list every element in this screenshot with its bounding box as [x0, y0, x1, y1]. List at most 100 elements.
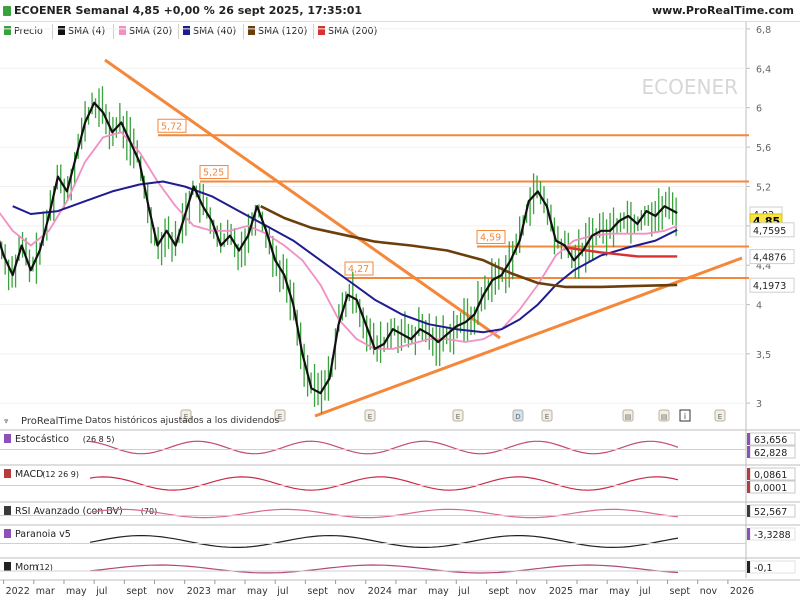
- indicator-value: 0,0861: [754, 470, 787, 481]
- legend-separator: [243, 24, 244, 39]
- x-tick-label: jul: [457, 586, 469, 597]
- x-tick-label: jul: [638, 586, 650, 597]
- uptrend-line[interactable]: [314, 256, 743, 418]
- x-tick-label: may: [428, 586, 449, 597]
- event-marker-icon[interactable]: [622, 409, 634, 422]
- indicator-panel[interactable]: Estocástico (26 8 5) 63,656 62,828: [0, 429, 800, 459]
- x-tick-label: nov: [157, 586, 175, 597]
- indicator-value-marker: [747, 433, 750, 445]
- level-label-box: [344, 261, 374, 276]
- indicator-value-marker: [747, 561, 750, 573]
- event-marker-icon[interactable]: [714, 409, 726, 422]
- sma20-line: [0, 131, 678, 350]
- y-tick-label: 4,4: [756, 261, 771, 272]
- sma4-swatch-icon: [58, 26, 65, 35]
- level-label: 5,25: [203, 168, 224, 179]
- event-marker-icon[interactable]: [180, 409, 192, 422]
- x-tick-label: mar: [36, 586, 55, 597]
- price-tag-label: 4,1973: [753, 281, 786, 292]
- y-tick-label: 5,6: [756, 143, 771, 154]
- y-tick-label: 3: [756, 399, 762, 410]
- legend-item-sma4[interactable]: SMA (4): [58, 25, 105, 39]
- indicator-params: (12 26 9): [42, 470, 79, 479]
- indicator-value: -3,3288: [754, 530, 791, 541]
- legend-item-sma200[interactable]: SMA (200): [318, 25, 377, 39]
- trendlines[interactable]: [104, 58, 743, 418]
- event-marker-icon[interactable]: [541, 409, 553, 422]
- indicator-name: Estocástico: [15, 434, 69, 445]
- site-link[interactable]: www.ProRealTime.com: [651, 4, 794, 17]
- event-marker-letter: E: [184, 413, 188, 421]
- legend-item-sma20[interactable]: SMA (20): [119, 25, 172, 39]
- indicator-swatch-icon: [4, 469, 11, 478]
- info-icon-letter: i: [684, 412, 686, 421]
- indicator-legend: Precio SMA (4) SMA (20) SMA (40) SMA (12…: [0, 22, 745, 42]
- x-tick-label: 2023: [187, 586, 211, 597]
- legend-separator: [52, 24, 53, 39]
- sma4-line: [0, 101, 678, 395]
- level-label-box: [157, 118, 187, 133]
- indicator-panel[interactable]: Paranoia v5 -3,3288: [0, 524, 800, 549]
- x-tick-label: sept: [670, 586, 691, 597]
- event-marker-icon[interactable]: [452, 409, 464, 422]
- antenna-icon: ⩔: [4, 416, 9, 425]
- indicator-value-marker: [747, 446, 750, 458]
- event-marker-icon[interactable]: [364, 409, 376, 422]
- chart-title: ECOENER Semanal 4,85 +0,00 % 26 sept 202…: [14, 4, 363, 17]
- legend-item-sma40[interactable]: SMA (40): [183, 25, 236, 39]
- x-tick-label: mar: [398, 586, 417, 597]
- legend-item-price[interactable]: Precio: [4, 25, 43, 39]
- indicator-value: -0,1: [754, 563, 773, 574]
- indicator-line: [89, 508, 679, 519]
- indicator-swatch-icon: [4, 562, 11, 571]
- price-tag-label: 4,7595: [753, 226, 786, 237]
- indicator-panel[interactable]: RSI Avanzado (con BV) (70) 52,567: [0, 501, 800, 519]
- level-label-box: [199, 165, 229, 180]
- indicator-value: 63,656: [754, 435, 787, 446]
- indicator-name: RSI Avanzado (con BV): [15, 506, 123, 517]
- price-tag-box: [749, 277, 795, 293]
- x-tick-label: sept: [126, 586, 147, 597]
- event-marker-icon[interactable]: [512, 409, 524, 422]
- legend-separator: [113, 24, 114, 39]
- price-axis-ticks: 6,86,465,65,24,84,443,53: [746, 25, 771, 410]
- legend-item-sma120[interactable]: SMA (120): [248, 25, 307, 39]
- info-icon[interactable]: [679, 409, 691, 422]
- downtrend-line[interactable]: [104, 58, 501, 340]
- event-markers[interactable]: E E E E D E ▤ ▤ Ei: [180, 409, 726, 422]
- indicator-value: 62,828: [754, 448, 787, 459]
- moving-averages: [0, 101, 678, 395]
- level-label: 5,72: [161, 121, 182, 132]
- data-note: Datos históricos ajustados a los dividen…: [85, 415, 280, 426]
- x-tick-label: may: [609, 586, 630, 597]
- sma40-swatch-icon: [183, 26, 190, 35]
- x-tick-label: nov: [519, 586, 537, 597]
- grid-lines: [0, 28, 746, 404]
- x-tick-label: jul: [276, 586, 288, 597]
- indicator-panel[interactable]: MACD(12 26 9) 0,0861 0,0001: [0, 464, 800, 494]
- indicator-panels[interactable]: Estocástico (26 8 5) 63,656 62,828 MACD(12 2…: [0, 429, 800, 574]
- indicator-line: [89, 564, 679, 574]
- sma200-swatch-icon: [318, 26, 325, 35]
- y-tick-label: 5,2: [756, 182, 771, 193]
- level-label-box: [476, 230, 506, 245]
- event-marker-letter: E: [278, 413, 282, 421]
- event-marker-letter: E: [545, 413, 549, 421]
- indicator-value: 0,0001: [754, 483, 787, 494]
- indicator-name: MACD: [15, 469, 43, 480]
- level-label: 4,59: [480, 233, 501, 244]
- x-tick-label: 2025: [549, 586, 573, 597]
- y-tick-label: 4: [756, 301, 762, 312]
- event-marker-icon[interactable]: [658, 409, 670, 422]
- support-resistance-levels[interactable]: 5,72 5,25 4,59 4,27: [157, 118, 749, 280]
- x-tick-label: mar: [579, 586, 598, 597]
- indicator-panel[interactable]: Mom(12) -0,1: [0, 557, 800, 574]
- x-tick-label: 2022: [6, 586, 30, 597]
- x-tick-label: 2026: [730, 586, 754, 597]
- x-tick-label: sept: [307, 586, 328, 597]
- indicator-name: Mom: [15, 562, 38, 573]
- x-tick-label: nov: [338, 586, 356, 597]
- event-marker-icon[interactable]: [274, 409, 286, 422]
